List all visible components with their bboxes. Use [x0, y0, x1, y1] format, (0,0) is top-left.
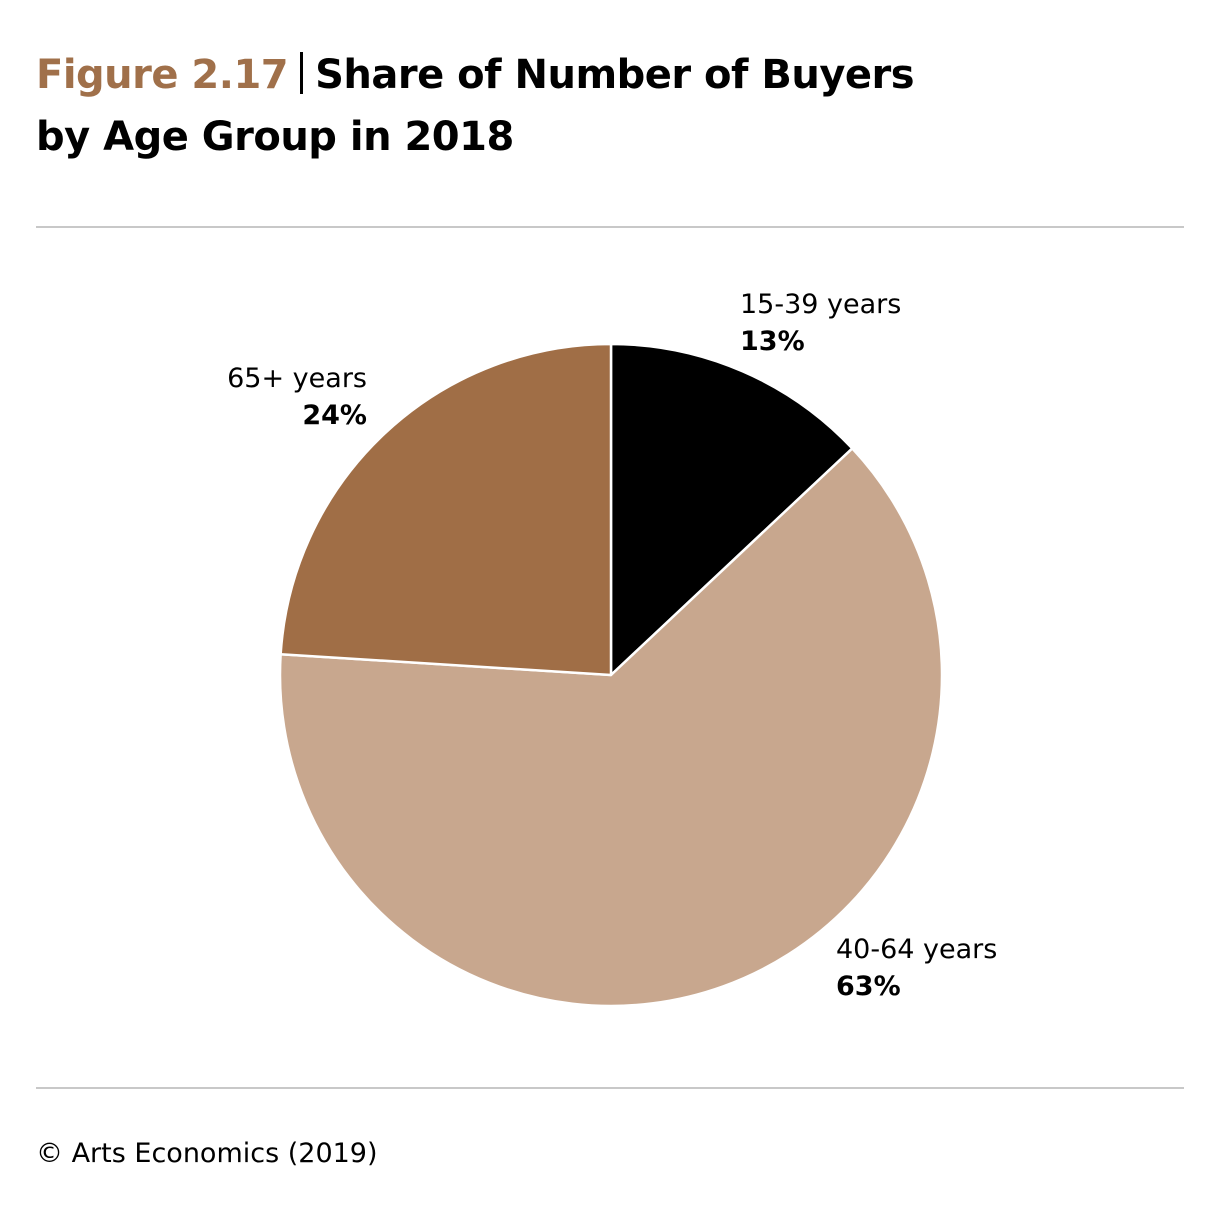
slice-value-65-plus: 24%	[302, 400, 367, 431]
slice-label-40-64: 40-64 years	[836, 934, 997, 965]
pie-slice-65-plus	[279, 342, 613, 677]
bottom-divider	[36, 1087, 1184, 1089]
title-line-1: Figure 2.17 Share of Number of Buyers	[36, 44, 1186, 106]
title-line-2: by Age Group in 2018	[36, 114, 514, 160]
title-text: Share of Number of Buyers	[315, 52, 915, 98]
figure-label: Figure 2.17	[36, 52, 289, 98]
slice-label-15-39: 15-39 years	[740, 289, 901, 320]
source-note: © Arts Economics (2019)	[36, 1138, 378, 1169]
slice-label-65-plus: 65+ years	[227, 363, 367, 394]
chart-title: Figure 2.17 Share of Number of Buyers by …	[36, 44, 1186, 168]
top-divider	[36, 226, 1184, 228]
pie-slice-40-64	[278, 447, 944, 1008]
pie-slices	[278, 342, 944, 1008]
title-separator	[300, 52, 304, 94]
slice-value-40-64: 63%	[836, 971, 901, 1002]
slice-value-15-39: 13%	[740, 326, 805, 357]
pie-slice-15-39	[609, 342, 854, 677]
